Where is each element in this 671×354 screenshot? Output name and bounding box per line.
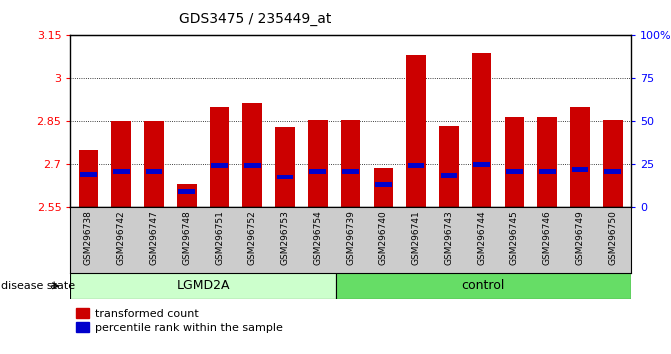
Text: GSM296747: GSM296747	[150, 210, 158, 265]
Text: GDS3475 / 235449_at: GDS3475 / 235449_at	[178, 12, 331, 27]
Text: GSM296754: GSM296754	[313, 210, 322, 265]
Bar	[308, 120, 327, 207]
Bar	[374, 169, 393, 207]
Legend: transformed count, percentile rank within the sample: transformed count, percentile rank withi…	[76, 308, 282, 332]
Text: disease state: disease state	[1, 281, 75, 291]
Text: GSM296750: GSM296750	[608, 210, 617, 265]
Bar	[242, 103, 262, 207]
Bar	[407, 56, 426, 207]
Bar	[341, 120, 360, 207]
Text: LGMD2A: LGMD2A	[176, 279, 230, 292]
Bar	[408, 163, 425, 168]
Bar	[210, 107, 229, 207]
Text: GSM296748: GSM296748	[183, 210, 191, 265]
Bar	[603, 120, 623, 207]
Bar	[375, 182, 392, 187]
Bar	[441, 173, 457, 178]
Bar	[506, 169, 523, 174]
Bar	[178, 189, 195, 194]
Bar	[539, 169, 556, 174]
Bar	[537, 117, 557, 207]
Bar	[111, 121, 131, 207]
Bar	[342, 169, 359, 174]
Text: GSM296752: GSM296752	[248, 210, 257, 265]
Text: GSM296743: GSM296743	[444, 210, 454, 265]
FancyBboxPatch shape	[336, 273, 631, 299]
Text: GSM296739: GSM296739	[346, 210, 355, 265]
Text: GSM296751: GSM296751	[215, 210, 224, 265]
Bar	[505, 117, 524, 207]
Bar	[275, 127, 295, 207]
Bar	[80, 172, 97, 177]
Bar	[605, 169, 621, 174]
Bar	[146, 169, 162, 174]
Bar	[113, 169, 130, 174]
Text: GSM296745: GSM296745	[510, 210, 519, 265]
Bar	[79, 150, 99, 207]
Text: GSM296738: GSM296738	[84, 210, 93, 265]
Bar	[572, 167, 588, 172]
Bar	[211, 163, 228, 168]
Bar	[144, 121, 164, 207]
Bar	[570, 107, 590, 207]
Bar	[309, 169, 326, 174]
Bar	[177, 184, 197, 207]
Bar	[276, 175, 293, 179]
Bar	[244, 163, 260, 168]
Bar	[439, 126, 459, 207]
Text: GSM296753: GSM296753	[280, 210, 290, 265]
Bar	[472, 52, 491, 207]
Text: GSM296741: GSM296741	[411, 210, 421, 265]
Bar	[473, 162, 490, 167]
Text: GSM296744: GSM296744	[477, 210, 486, 265]
Text: GSM296740: GSM296740	[379, 210, 388, 265]
Text: GSM296749: GSM296749	[576, 210, 584, 265]
Text: GSM296746: GSM296746	[543, 210, 552, 265]
Text: control: control	[462, 279, 505, 292]
FancyBboxPatch shape	[70, 273, 336, 299]
Text: GSM296742: GSM296742	[117, 210, 125, 265]
